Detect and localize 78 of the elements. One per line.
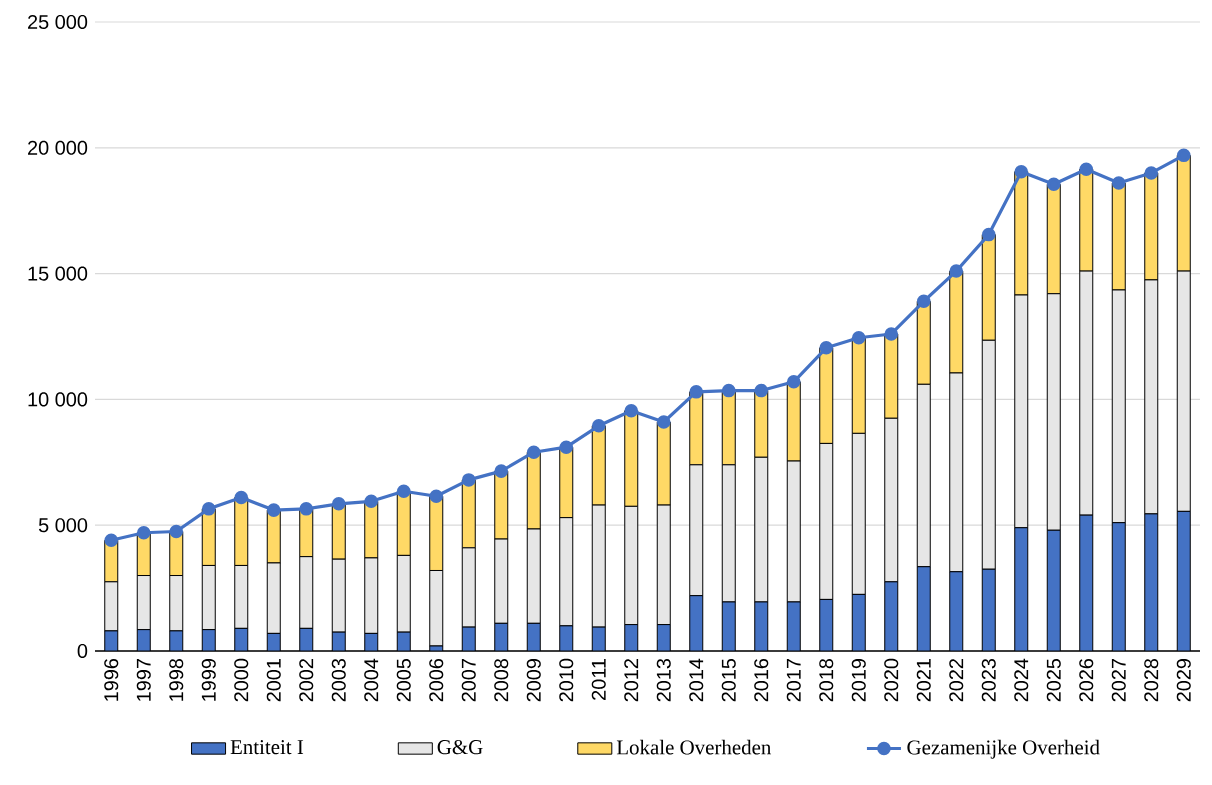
x-tick-label: 2020 [884,658,899,702]
x-tick-label: 1998 [169,658,184,701]
x-tick-label: 2001 [266,659,281,702]
point [754,383,769,398]
point [1014,164,1029,179]
x-tick-label: 2008 [494,658,509,702]
x-tick-label: 2019 [851,658,866,702]
point [624,403,639,418]
x-tick-label: 2010 [559,658,574,702]
legend-label: Lokale Overheden [616,739,772,755]
x-tick-label: 2017 [786,659,801,702]
point [461,473,476,487]
x-tick-label: 1999 [201,658,216,701]
x-tick-label: 2028 [1144,658,1159,702]
point [721,383,736,398]
point [819,341,834,355]
point [169,524,184,539]
x-tick-label: 2016 [754,658,769,702]
point [331,497,346,511]
x-tick-label: 1997 [136,659,151,701]
y-tick-label: 5 000 [38,518,88,533]
point [1111,176,1126,190]
y-tick-label: 0 [77,643,88,659]
x-tick-label: 2002 [299,659,314,702]
x-tick-label: 2000 [234,658,249,702]
point [916,294,931,309]
x-tick-label: 2003 [331,658,346,702]
point [136,525,151,540]
y-tick-label: 25 000 [28,14,88,30]
point [104,533,119,548]
x-tick-label: 2014 [689,658,704,702]
point [234,490,249,505]
point [526,445,541,460]
x-tick-label: 2025 [1046,658,1061,702]
x-tick-label: 2013 [656,658,671,702]
point [1079,162,1094,176]
x-tick-label: 2009 [526,658,541,702]
point [429,489,444,504]
x-tick-label: 2005 [396,658,411,702]
x-tick-label: 2029 [1176,658,1191,702]
x-tick-label: 2022 [949,659,964,702]
x-tick-label: 2011 [591,659,606,700]
x-tick-label: 2004 [364,658,379,702]
legend-label: Entiteit I [230,740,304,755]
point [1144,166,1159,180]
x-tick-label: 1996 [104,658,119,701]
y-tick-label: 15 000 [28,266,88,281]
point [1176,148,1191,163]
point [364,494,379,509]
x-tick-label: 2026 [1079,658,1094,702]
point [591,419,606,433]
point [1046,177,1061,192]
point [201,502,216,516]
point [689,385,704,399]
legend-label: Gezamenijke Overheid [907,739,1100,759]
x-tick-label: 2007 [461,659,476,702]
x-tick-label: 2021 [916,659,931,702]
point [786,375,801,389]
x-tick-label: 2015 [721,658,736,702]
point [299,502,314,516]
x-tick-label: 2018 [819,658,834,702]
point [851,330,866,345]
point [396,484,411,499]
legend-label: G&G [437,740,483,755]
x-tick-label: 2027 [1111,659,1126,702]
x-tick-label: 2012 [624,659,639,702]
point [559,440,574,454]
y-tick-label: 20 000 [28,140,88,155]
x-tick-label: 2023 [981,658,996,702]
point [884,327,899,341]
point [656,415,671,429]
point [981,227,996,242]
point [266,503,281,517]
y-tick-label: 10 000 [28,392,88,407]
point [494,464,509,478]
point [949,264,964,278]
x-tick-label: 2024 [1014,658,1029,702]
x-tick-label: 2006 [429,658,444,702]
